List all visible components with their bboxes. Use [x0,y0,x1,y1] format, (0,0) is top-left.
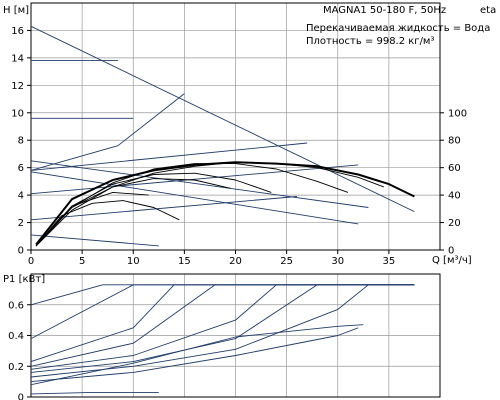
top-series-group [30,25,415,247]
info-line-density: Плотность = 998.2 кг/м³ [306,36,435,47]
y-right-tick-label: 100 [448,108,467,119]
y-right-tick-label: 60 [448,163,461,174]
p1-curve [30,284,415,373]
p1-curve [30,324,364,386]
bottom-grid [30,274,440,398]
p1-curve [30,327,359,383]
x-tick-label: 20 [229,256,242,267]
y-right-tick-label: 0 [448,246,454,257]
qh-curve [30,160,369,208]
y-right-tick-label: 40 [448,191,461,202]
y-tick-label: 8 [18,136,24,147]
y-tick-label: 10 [11,108,24,119]
p1-curve [30,284,415,363]
y-right-tick-label: 20 [448,218,461,229]
x-tick-label: 35 [383,256,396,267]
y-tick-label: 14 [11,53,24,64]
qh-curve [30,93,185,171]
x-axis-label: Q [м³/ч] [432,255,472,266]
efficiency-curve [35,200,180,247]
y-right-tick-label: 80 [448,136,461,147]
qh-curve [30,25,415,213]
qh-curve [30,171,359,225]
y-tick-label: 16 [11,26,24,37]
efficiency-curve [35,178,231,247]
p1-tick-label: 0 [18,393,24,400]
y-axis-label-p1: P1 [кВт] [3,274,45,285]
info-line-fluid: Перекачиваемая жидкость = Вода [306,23,490,34]
efficiency-curve [35,172,272,247]
x-tick-label: 25 [280,256,293,267]
p1-curve [30,284,415,370]
y-tick-label: 12 [11,81,24,92]
x-tick-label: 15 [178,256,191,267]
y-tick-label: 0 [18,246,24,257]
bottom-tick-labels: 0 0.2 0.4 0.6 [8,300,31,400]
qh-curve [30,164,359,195]
p1-tick-label: 0.4 [8,331,24,342]
qh-curve [30,142,308,171]
y-tick-label: 2 [18,218,24,229]
top-tick-labels: 0 5 10 15 20 25 30 35 0 2 4 6 8 10 12 14 16 0 20 40 60 80 100 [11,26,467,267]
qh-curve [30,234,159,247]
p1-tick-label: 0.6 [8,300,24,311]
x-tick-label: 10 [127,256,140,267]
efficiency-curve [35,163,349,247]
x-tick-label: 5 [79,256,85,267]
chart-title: MAGNA1 50-180 F, 50Hz [323,5,446,16]
p1-tick-label: 0.2 [8,362,24,373]
y-tick-label: 6 [18,163,24,174]
y-tick-label: 4 [18,191,24,202]
y-axis-label-eta: eta [%] [480,5,500,16]
p1-curve [30,391,159,395]
p1-curve [30,284,415,306]
x-tick-label: 30 [331,256,344,267]
y-axis-label-h: H [м] [3,5,29,16]
efficiency-curve [35,191,149,247]
p1-curve [30,284,415,378]
x-tick-label: 0 [28,256,34,267]
efficiency-curve-max [35,161,415,246]
qh-curve [30,196,297,221]
bottom-series-group [30,284,415,395]
p1-curve [30,284,415,339]
